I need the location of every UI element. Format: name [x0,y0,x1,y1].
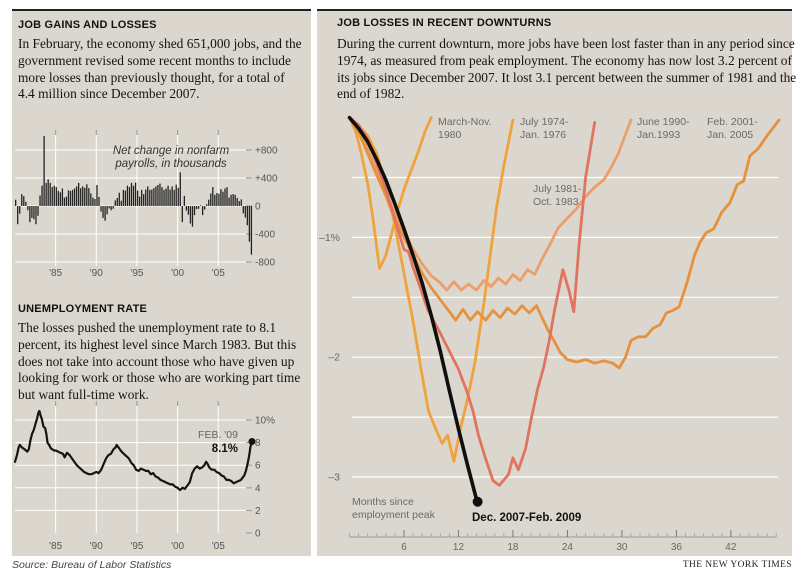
right-panel-top-rule [317,9,792,11]
credit: THE NEW YORK TIMES [682,560,792,570]
left-section1-header: JOB GAINS AND LOSSES [18,19,157,31]
source-note: Source: Bureau of Labor Statistics [12,559,172,571]
left-section2-body: The losses pushed the unemployment rate … [18,320,301,403]
left-section1-body: In February, the economy shed 651,000 jo… [18,36,302,102]
right-body: During the current downturn, more jobs h… [337,36,797,102]
left-panel-top-rule [12,9,311,11]
left-section2-header: UNEMPLOYMENT RATE [18,303,148,315]
right-header: JOB LOSSES IN RECENT DOWNTURNS [337,17,552,29]
